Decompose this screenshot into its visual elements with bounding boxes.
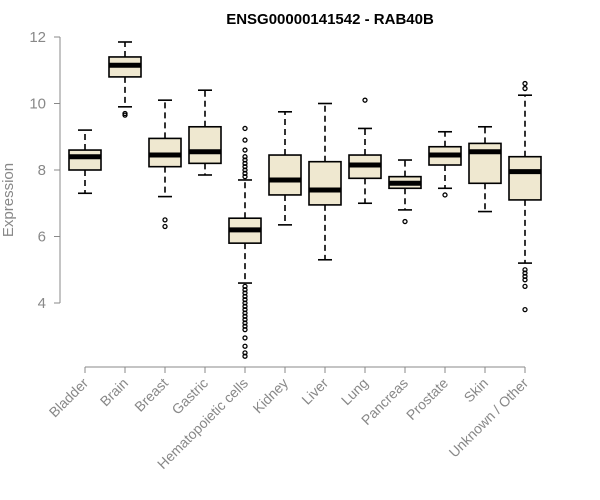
outlier-point <box>522 273 528 280</box>
outlier-point <box>242 154 248 160</box>
outlier-point <box>242 326 248 333</box>
outlier-point <box>242 343 248 349</box>
x-tick-label: Prostate <box>403 375 451 423</box>
outlier-point <box>242 310 248 316</box>
plot-area <box>68 41 542 359</box>
outlier-point <box>162 217 168 223</box>
outlier-point <box>242 283 248 290</box>
outlier-point <box>522 277 528 283</box>
box-group <box>108 41 142 118</box>
x-tick-label: Skin <box>461 375 492 406</box>
x-tick-label: Liver <box>298 375 331 408</box>
outlier-point <box>242 353 248 359</box>
outlier-point <box>442 192 448 198</box>
outlier-point <box>242 303 248 309</box>
box-rect <box>508 155 542 201</box>
outlier-point <box>242 293 248 300</box>
y-tick-label: 12 <box>29 29 46 46</box>
y-tick-label: 8 <box>38 162 46 179</box>
outlier-point <box>242 320 248 326</box>
box-rect <box>308 160 342 206</box>
outlier-point <box>522 85 528 92</box>
box-group <box>348 97 382 205</box>
outlier-point <box>122 112 128 118</box>
outlier-point <box>522 80 528 87</box>
outlier-point <box>242 350 248 356</box>
box-group <box>428 130 462 198</box>
outlier-point <box>242 287 248 293</box>
outlier-point <box>522 270 528 276</box>
outlier-point <box>162 223 168 230</box>
x-tick-label: Bladder <box>46 375 92 421</box>
box-group <box>188 89 222 176</box>
outlier-point <box>522 306 528 313</box>
outlier-point <box>242 316 248 323</box>
outlier-point <box>242 157 248 163</box>
y-tick-label: 4 <box>38 295 46 312</box>
outlier-point <box>242 125 248 132</box>
outlier-point <box>242 147 248 153</box>
box-group <box>308 102 342 261</box>
outlier-point <box>402 218 408 225</box>
outlier-point <box>242 323 248 329</box>
y-tick-label: 6 <box>38 229 46 246</box>
box-rect <box>268 154 302 196</box>
box-group <box>468 125 502 213</box>
box-group <box>388 159 422 225</box>
outlier-point <box>242 290 248 296</box>
outlier-point <box>522 267 528 273</box>
box-group <box>68 129 102 195</box>
chart-title: ENSG00000141542 - RAB40B <box>226 11 434 28</box>
outlier-point <box>242 300 248 306</box>
outlier-point <box>242 164 248 170</box>
box-group <box>148 99 182 230</box>
outlier-point <box>242 173 248 180</box>
x-tick-label: Brain <box>97 375 131 409</box>
box-group <box>228 125 262 359</box>
outlier-point <box>242 297 248 303</box>
x-tick-label: Lung <box>338 375 371 408</box>
outlier-point <box>242 160 248 167</box>
outlier-point <box>242 167 248 173</box>
box-rect <box>68 149 102 171</box>
y-axis-label: Expression <box>0 163 17 237</box>
outlier-point <box>242 137 248 143</box>
outlier-point <box>242 335 248 341</box>
x-tick-label: Kidney <box>250 375 292 417</box>
outlier-point <box>522 283 528 290</box>
box-rect <box>188 125 222 165</box>
x-tick-label: Breast <box>131 375 171 415</box>
box-group <box>268 111 302 226</box>
outlier-point <box>242 306 248 313</box>
box-group <box>508 80 542 313</box>
outlier-point <box>362 97 368 103</box>
outlier-point <box>242 313 248 319</box>
outlier-point <box>242 170 248 176</box>
y-axis: 4 6 8 10 12 <box>29 29 61 312</box>
y-tick-label: 10 <box>29 96 46 113</box>
